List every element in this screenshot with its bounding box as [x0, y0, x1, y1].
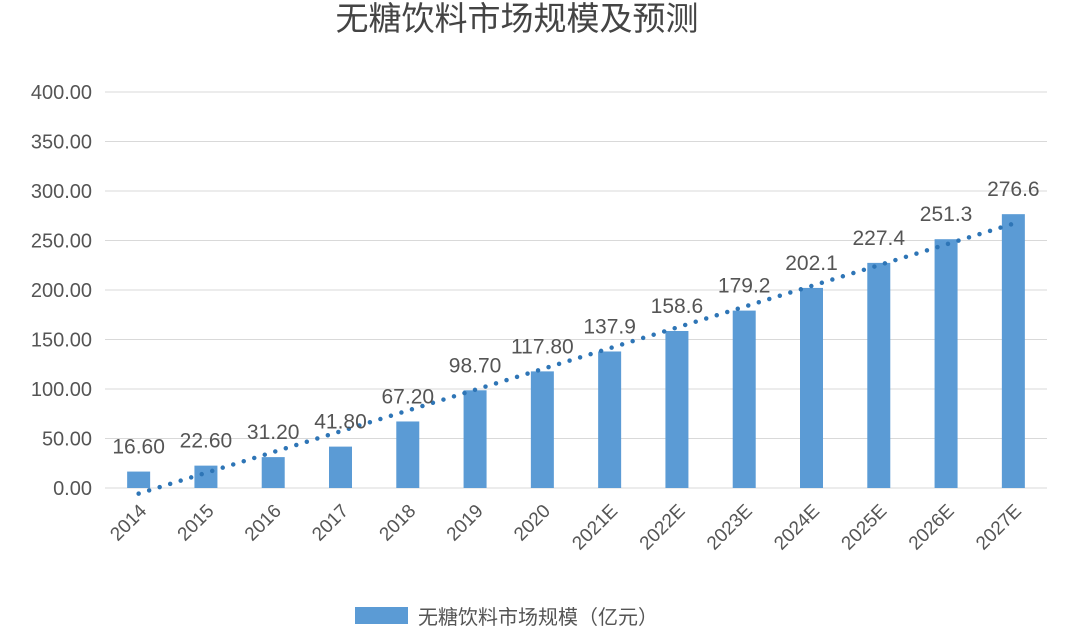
x-tick-label: 2019 [443, 501, 488, 546]
bar-2024E [800, 287, 823, 488]
data-label: 158.6 [651, 295, 704, 318]
data-labels: 16.60 22.60 31.20 41.80 67.20 98.70 117.80 137.… [112, 178, 1039, 458]
legend-swatch [355, 607, 408, 624]
data-label: 179.2 [718, 275, 771, 298]
data-label: 276.6 [987, 178, 1040, 201]
x-tick-label: 2026E [905, 501, 959, 555]
x-tick-label: 2018 [376, 501, 421, 546]
bars [127, 214, 1025, 488]
bar-2019 [463, 390, 487, 488]
y-tick-label: 50.00 [42, 429, 92, 451]
x-tick-label: 2021E [568, 501, 622, 555]
bar-2026E [934, 239, 958, 488]
bar-2015 [194, 465, 218, 488]
data-label: 202.1 [785, 252, 838, 275]
data-label: 251.3 [920, 203, 973, 226]
y-tick-label: 400.00 [31, 82, 92, 104]
y-tick-label: 150.00 [31, 330, 92, 352]
y-tick-label: 350.00 [31, 132, 92, 154]
x-tick-label: 2016 [241, 501, 286, 546]
y-tick-label: 250.00 [31, 231, 92, 253]
y-tick-label: 0.00 [53, 478, 92, 500]
data-label: 227.4 [853, 227, 906, 250]
bar-2018 [396, 421, 420, 488]
y-tick-label: 200.00 [31, 280, 92, 302]
bar-2016 [261, 457, 285, 488]
data-label: 98.70 [449, 354, 502, 377]
x-tick-label: 2023E [703, 501, 757, 555]
bar-2027E [1001, 214, 1025, 488]
bar-2021E [598, 351, 622, 488]
trendline-dotted [136, 221, 1016, 496]
y-tick-label: 100.00 [31, 379, 92, 401]
data-label: 41.80 [314, 411, 367, 434]
bar-2020 [530, 371, 554, 488]
bar-2022E [665, 330, 689, 488]
y-axis-ticks: 0.00 50.00 100.00 150.00 200.00 250.00 300.00 3… [31, 82, 92, 500]
data-label: 117.80 [511, 335, 574, 358]
legend-label: 无糖饮料市场规模（亿元） [418, 605, 658, 629]
x-axis-ticks: 2014 2015 2016 2017 2018 2019 2020 2021E 2022E 20… [106, 500, 1025, 554]
x-tick-label: 2024E [770, 501, 824, 555]
x-tick-label: 2020 [510, 501, 555, 546]
bar-2017 [329, 446, 352, 488]
data-label: 137.9 [583, 315, 636, 338]
x-tick-label: 2015 [174, 501, 219, 546]
chart-title: 无糖饮料市场规模及预测 [336, 0, 699, 38]
x-tick-label: 2027E [972, 501, 1026, 555]
x-tick-label: 2014 [106, 500, 151, 545]
data-label: 31.20 [247, 421, 300, 444]
data-label: 22.60 [180, 430, 233, 453]
data-label: 67.20 [382, 385, 435, 408]
trendline [136, 221, 1016, 496]
bar-2014 [127, 471, 151, 488]
x-tick-label: 2017 [308, 501, 353, 546]
legend: 无糖饮料市场规模（亿元） [355, 605, 658, 629]
bar-2023E [732, 310, 756, 488]
x-tick-label: 2022E [636, 501, 690, 555]
bar-2025E [867, 262, 891, 488]
gridlines [105, 91, 1047, 489]
data-label: 16.60 [112, 436, 165, 459]
y-tick-label: 300.00 [31, 181, 92, 203]
x-tick-label: 2025E [838, 501, 892, 555]
